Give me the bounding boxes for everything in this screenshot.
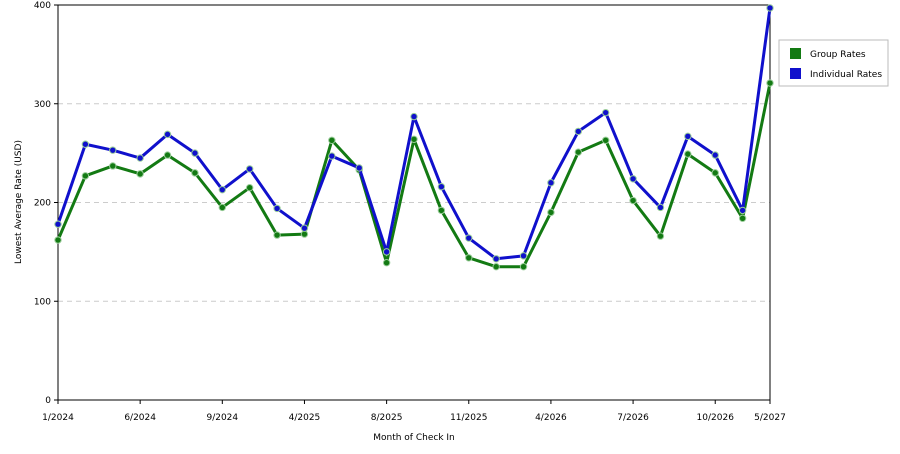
data-point — [519, 262, 528, 271]
data-point — [245, 183, 254, 192]
data-point — [465, 234, 473, 242]
data-point — [629, 196, 637, 205]
data-point — [629, 175, 637, 183]
data-point — [684, 150, 692, 158]
data-point — [54, 220, 62, 228]
data-point — [656, 232, 665, 240]
y-tick-label: 100 — [34, 297, 51, 307]
legend-label: Individual Rates — [810, 70, 882, 80]
data-point — [519, 252, 528, 260]
legend-swatch — [790, 68, 801, 79]
y-tick-label: 200 — [34, 199, 51, 209]
data-point — [738, 206, 747, 215]
data-point — [437, 206, 446, 215]
data-point — [54, 236, 62, 244]
data-point — [191, 149, 199, 157]
y-tick-label: 400 — [34, 1, 51, 11]
data-point — [684, 132, 692, 141]
data-point — [136, 170, 144, 178]
data-point — [328, 136, 336, 144]
data-point — [574, 148, 583, 156]
x-tick-label: 9/2024 — [206, 413, 238, 423]
data-point — [245, 165, 254, 173]
data-point — [328, 152, 336, 160]
legend-label: Group Rates — [810, 50, 866, 60]
data-point — [109, 162, 117, 170]
data-point — [273, 204, 281, 213]
data-point — [163, 151, 172, 159]
y-tick-label: 300 — [34, 100, 51, 110]
x-tick-label: 5/2027 — [754, 413, 786, 423]
data-point — [547, 208, 555, 217]
x-tick-label: 7/2026 — [617, 413, 649, 423]
data-point — [766, 79, 774, 87]
data-point — [81, 172, 90, 180]
x-tick-label: 8/2025 — [371, 413, 403, 423]
data-point — [191, 169, 199, 177]
data-point — [492, 255, 500, 263]
x-tick-label: 1/2024 — [42, 413, 74, 423]
data-point — [218, 203, 227, 212]
data-point — [410, 112, 418, 121]
y-tick-label: 0 — [45, 396, 51, 406]
plot-frame — [57, 4, 771, 401]
data-point — [766, 4, 774, 12]
data-point — [218, 185, 227, 194]
data-point — [437, 183, 446, 191]
data-point — [273, 231, 281, 239]
x-tick-label: 4/2026 — [535, 413, 567, 423]
data-point — [601, 108, 610, 117]
data-point — [547, 179, 555, 187]
x-axis-title: Month of Check In — [373, 433, 455, 443]
x-tick-label: 4/2025 — [289, 413, 321, 423]
data-point — [738, 214, 747, 223]
series-line — [56, 82, 772, 269]
data-point — [163, 130, 172, 139]
data-point — [711, 151, 719, 159]
data-point — [492, 262, 500, 271]
data-point — [300, 224, 309, 232]
y-axis-title: Lowest Average Rate (USD) — [14, 140, 24, 264]
data-point — [465, 254, 473, 262]
data-point — [410, 135, 418, 144]
data-point — [574, 127, 583, 136]
data-point — [109, 146, 117, 154]
data-point — [136, 154, 144, 162]
data-point — [711, 169, 719, 177]
legend-swatch — [790, 48, 801, 59]
x-tick-label: 11/2025 — [450, 413, 487, 423]
data-point — [81, 140, 90, 148]
data-point — [601, 136, 610, 144]
data-point — [656, 203, 665, 212]
data-point — [382, 259, 391, 267]
data-point — [382, 248, 391, 256]
x-tick-label: 6/2024 — [124, 413, 156, 423]
data-point — [355, 164, 363, 172]
x-tick-label: 10/2026 — [697, 413, 735, 423]
